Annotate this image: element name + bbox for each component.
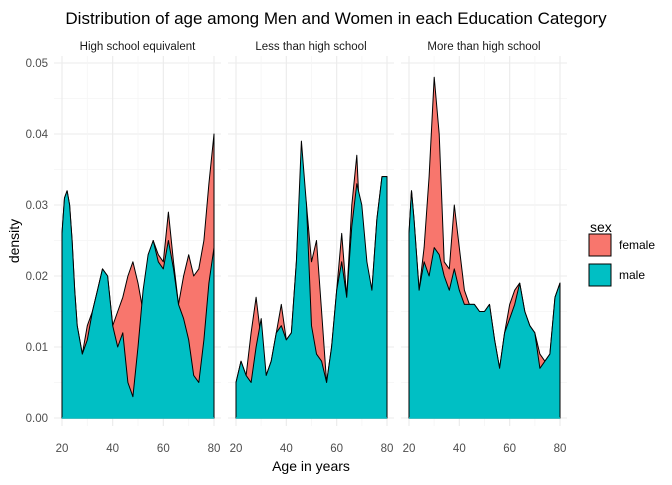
facet-label: More than high school <box>427 41 540 53</box>
x-tick-label: 80 <box>208 443 221 455</box>
legend-label: male <box>619 268 645 282</box>
y-axis-label: density <box>6 219 22 263</box>
legend-key-male <box>588 263 612 287</box>
x-tick-label: 40 <box>106 443 119 455</box>
y-tick-label: 0.00 <box>26 413 48 425</box>
x-tick-label: 60 <box>157 443 170 455</box>
y-tick-label: 0.04 <box>26 129 49 141</box>
density-area-male <box>408 190 561 419</box>
legend-label: female <box>619 238 655 252</box>
x-tick-label: 40 <box>280 443 293 455</box>
density-area-male <box>235 140 388 419</box>
facet-panel: More than high school 20 40 60 80 <box>401 41 567 455</box>
y-tick-label: 0.05 <box>26 58 48 70</box>
legend: sex female male <box>588 219 655 287</box>
facets-layer: 0.00 0.01 0.02 0.03 0.04 0.05 High school equi… <box>26 41 567 455</box>
y-tick-label: 0.01 <box>26 342 48 354</box>
facet-label: Less than high school <box>255 41 366 53</box>
x-tick-label: 60 <box>330 443 343 455</box>
x-axis-label: Age in years <box>272 458 350 474</box>
y-tick-label: 0.03 <box>26 200 48 212</box>
x-tick-label: 60 <box>503 443 516 455</box>
x-tick-label: 80 <box>381 443 394 455</box>
legend-key-female <box>588 233 612 257</box>
legend-title: sex <box>590 219 612 235</box>
x-tick-label: 20 <box>403 443 416 455</box>
facet-panel: Less than high school 20 40 60 80 <box>228 41 394 455</box>
x-tick-label: 40 <box>453 443 466 455</box>
density-area-male <box>61 190 215 419</box>
x-tick-label: 20 <box>56 443 69 455</box>
y-tick-label: 0.02 <box>26 271 48 283</box>
chart-title: Distribution of age among Men and Women … <box>65 9 607 28</box>
x-tick-label: 80 <box>554 443 567 455</box>
x-tick-label: 20 <box>230 443 243 455</box>
facet-label: High school equivalent <box>80 41 197 53</box>
facet-panel: High school equivalent 20 40 60 80 <box>54 41 221 455</box>
